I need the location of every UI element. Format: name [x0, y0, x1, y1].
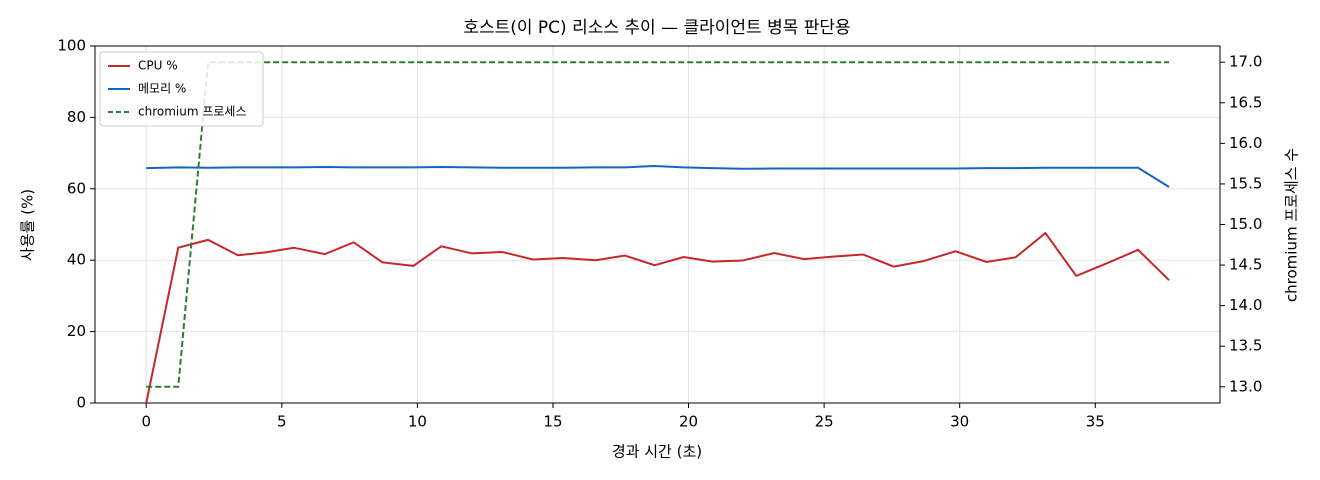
series-line	[146, 61, 1170, 388]
y-tick-label: 0	[76, 394, 86, 412]
y2-tick-label: 13.5	[1229, 337, 1262, 355]
legend-label: chromium 프로세스	[138, 105, 247, 119]
y2-tick-label: 15.5	[1229, 174, 1262, 192]
x-tick-label: 20	[679, 413, 698, 431]
legend-box	[99, 51, 264, 127]
x-tick-label: 5	[277, 413, 287, 431]
y2-tick-label: 17.0	[1229, 53, 1262, 71]
y-axis-label: 사용률 (%)	[19, 189, 37, 261]
y-tick-label: 40	[67, 251, 86, 269]
x-tick-label: 30	[950, 413, 969, 431]
y-tick-label: 80	[67, 108, 86, 126]
x-tick-label: 10	[408, 413, 427, 431]
legend: CPU % 메모리 % chromium 프로세스	[99, 51, 264, 127]
x-axis-label: 경과 시간 (초)	[612, 443, 702, 461]
legend-label: 메모리 %	[138, 82, 186, 96]
y2-tick-label: 14.5	[1229, 256, 1262, 274]
y-tick-label: 20	[67, 322, 86, 340]
y2-tick-label: 15.0	[1229, 215, 1262, 233]
legend-label: CPU %	[138, 59, 178, 73]
series-line	[146, 164, 1170, 188]
y2-axis-label: chromium 프로세스 수	[1283, 148, 1301, 302]
y2-tick-label: 13.0	[1229, 377, 1262, 395]
x-tick-label: 15	[543, 413, 562, 431]
y-tick-label: 100	[57, 37, 86, 55]
y2-tick-label: 14.0	[1229, 296, 1262, 314]
x-tick-label: 35	[1086, 413, 1105, 431]
x-tick-label: 0	[141, 413, 151, 431]
series-line	[145, 231, 1170, 404]
y-tick-label: 60	[67, 179, 86, 197]
y2-tick-label: 16.0	[1229, 134, 1262, 152]
chart-title: 호스트(이 PC) 리소스 추이 — 클라이언트 병목 판단용	[463, 18, 850, 38]
x-tick-label: 25	[815, 413, 834, 431]
y2-tick-label: 16.5	[1229, 93, 1262, 111]
plot-frame	[94, 45, 1221, 404]
